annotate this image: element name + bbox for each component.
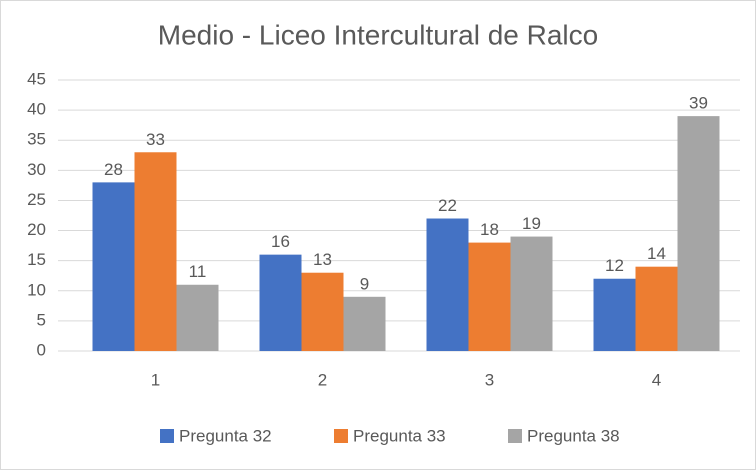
bar xyxy=(635,266,678,351)
y-tick-label: 40 xyxy=(27,100,46,119)
bar xyxy=(134,152,177,351)
y-tick-label: 10 xyxy=(27,280,46,299)
y-tick-label: 35 xyxy=(27,130,46,149)
bar xyxy=(176,284,219,351)
bar xyxy=(468,242,511,351)
data-label: 28 xyxy=(104,160,123,179)
x-tick-label: 4 xyxy=(652,370,661,389)
legend-label: Pregunta 38 xyxy=(527,426,620,445)
data-label: 13 xyxy=(313,250,332,269)
data-label: 18 xyxy=(480,220,499,239)
data-label: 16 xyxy=(271,232,290,251)
data-label: 12 xyxy=(605,256,624,275)
legend-swatch xyxy=(334,429,348,443)
legend-label: Pregunta 33 xyxy=(353,426,446,445)
data-label: 11 xyxy=(189,262,207,281)
x-tick-label: 1 xyxy=(151,370,160,389)
bar xyxy=(677,116,720,351)
y-tick-label: 45 xyxy=(27,69,46,88)
y-tick-label: 15 xyxy=(27,250,46,269)
bar xyxy=(510,236,553,351)
y-tick-label: 25 xyxy=(27,190,46,209)
y-tick-label: 0 xyxy=(37,340,46,359)
legend-label: Pregunta 32 xyxy=(179,426,272,445)
data-label: 9 xyxy=(360,274,369,293)
data-label: 19 xyxy=(522,214,541,233)
bar xyxy=(593,278,636,351)
bar xyxy=(426,218,469,351)
bar xyxy=(259,254,302,351)
x-tick-label: 3 xyxy=(485,370,494,389)
y-tick-label: 5 xyxy=(37,310,46,329)
data-label: 22 xyxy=(438,196,457,215)
x-tick-label: 2 xyxy=(318,370,327,389)
y-tick-label: 30 xyxy=(27,160,46,179)
data-label: 39 xyxy=(689,94,708,113)
data-label: 33 xyxy=(146,130,165,149)
legend-swatch xyxy=(160,429,174,443)
bar xyxy=(92,182,135,351)
y-tick-label: 20 xyxy=(27,220,46,239)
chart-title: Medio - Liceo Intercultural de Ralco xyxy=(158,19,598,50)
data-label: 14 xyxy=(647,244,666,263)
legend-swatch xyxy=(508,429,522,443)
bar xyxy=(343,296,386,351)
bar xyxy=(301,272,344,351)
